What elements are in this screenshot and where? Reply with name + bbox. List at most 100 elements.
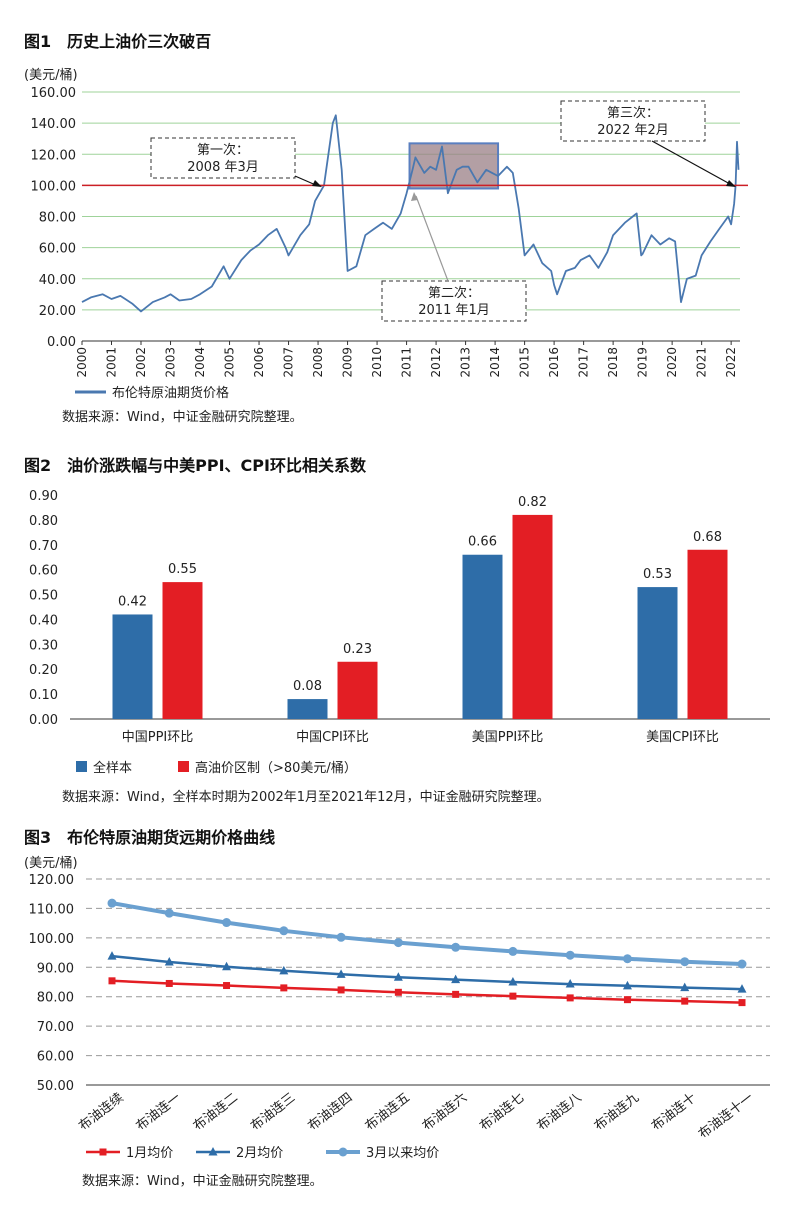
bar [162, 582, 203, 719]
bar [337, 661, 378, 719]
data-point [566, 994, 574, 1002]
annotation-arrowhead [726, 180, 736, 187]
data-point [107, 898, 117, 908]
y-tick-label: 140.00 [31, 117, 77, 132]
data-point [451, 942, 461, 952]
legend-label: 2月均价 [236, 1146, 283, 1161]
chart-3: 50.00 60.00 70.00 80.00 90.00 100.00 110.00 120… [29, 873, 770, 1161]
data-point [107, 951, 117, 960]
x-tick-label: 2016 [547, 347, 561, 378]
x-tick-label: 2012 [429, 347, 443, 378]
x-tick-label: 2008 [311, 347, 325, 378]
annotation-label: 第二次： [428, 285, 480, 301]
y-tick-label: 80.00 [37, 991, 74, 1006]
y-tick-label: 90.00 [37, 961, 74, 976]
bar [637, 587, 678, 719]
series-line [111, 954, 743, 991]
x-tick-label: 2007 [282, 347, 296, 378]
x-tick-label: 2011 [400, 347, 414, 378]
data-point [336, 969, 346, 978]
legend-marker [99, 1148, 107, 1156]
bar [687, 549, 728, 719]
category-label: 布油连八 [534, 1090, 585, 1135]
x-tick-label: 2020 [665, 347, 679, 378]
data-point [622, 980, 632, 990]
data-point [452, 990, 460, 998]
annotation-label: 第一次： [197, 142, 249, 158]
y-tick-label: 60.00 [37, 1050, 74, 1065]
legend-label: 全样本 [93, 760, 132, 776]
data-point [737, 959, 747, 969]
category-label: 美国CPI环比 [646, 730, 719, 745]
category-label: 布油连九 [591, 1090, 642, 1135]
figure-1-unit: (美元/桶) [24, 68, 78, 83]
x-tick-label: 2001 [105, 347, 119, 378]
figure-3-title: 图3 布伦特原油期货远期价格曲线 [24, 828, 276, 847]
x-tick-label: 2015 [518, 347, 532, 378]
x-tick-label: 2022 [724, 347, 738, 378]
y-tick-label: 70.00 [37, 1020, 74, 1035]
category-label: 布油连续 [76, 1090, 127, 1135]
data-point [394, 988, 402, 996]
annotation-date: 2008 年3月 [187, 160, 259, 175]
y-tick-label: 0.70 [29, 539, 58, 554]
bar [512, 514, 553, 719]
category-label: 中国CPI环比 [296, 730, 369, 745]
data-point [681, 997, 689, 1005]
data-label: 0.68 [693, 530, 722, 545]
y-tick-label: 0.10 [29, 688, 58, 703]
annotation-arrow [651, 140, 731, 185]
data-label: 0.08 [293, 679, 322, 694]
chart-2: 0.00 0.10 0.20 0.30 0.40 0.50 0.60 0.70 0.80 0.90… [29, 489, 770, 776]
y-tick-label: 120.00 [31, 148, 77, 163]
legend-swatch [76, 761, 87, 772]
annotation-arrowhead [312, 180, 322, 187]
y-tick-label: 40.00 [39, 273, 76, 288]
annotation-arrowhead [411, 192, 418, 201]
annotation-box [150, 137, 296, 179]
y-tick-label: 80.00 [39, 211, 76, 226]
data-point [393, 938, 403, 948]
annotation-box [560, 100, 706, 142]
data-point [565, 950, 575, 960]
category-label: 布油连一 [133, 1090, 184, 1135]
x-tick-label: 2019 [636, 347, 650, 378]
data-point [622, 954, 632, 964]
y-tick-label: 110.00 [29, 902, 75, 917]
figure-2: 图2 油价涨跌幅与中美PPI、CPI环比相关系数 0.00 0.10 0.20 0.3… [0, 430, 800, 820]
data-label: 0.66 [468, 535, 497, 550]
legend-marker [338, 1147, 348, 1157]
data-point [393, 972, 403, 981]
chart-1: 0.00 20.00 40.00 60.00 80.00 100.00 120.00 140.… [31, 86, 748, 400]
data-point [336, 932, 346, 942]
data-point [680, 957, 690, 967]
y-tick-label: 0.90 [29, 489, 58, 504]
x-tick-label: 2013 [459, 347, 473, 378]
figure-3-unit: (美元/桶) [24, 856, 78, 871]
y-tick-label: 0.20 [29, 663, 58, 678]
y-tick-label: 160.00 [31, 86, 77, 101]
y-tick-label: 0.80 [29, 514, 58, 529]
legend-label: 3月以来均价 [366, 1146, 439, 1161]
x-tick-label: 2005 [223, 347, 237, 378]
annotation-arrow [415, 195, 449, 282]
y-tick-label: 0.00 [47, 335, 76, 350]
annotation-date: 2011 年1月 [418, 303, 490, 318]
category-label: 布油连七 [477, 1090, 528, 1135]
x-tick-label: 2017 [577, 347, 591, 378]
legend-marker [208, 1147, 218, 1156]
data-point [565, 979, 575, 988]
annotation-date: 2022 年2月 [597, 123, 669, 138]
data-point [337, 986, 345, 994]
data-point [222, 961, 232, 971]
data-point [164, 908, 174, 918]
x-tick-label: 2006 [252, 347, 266, 378]
legend-swatch [178, 761, 189, 772]
bar [462, 554, 503, 719]
category-label: 布油连三 [247, 1090, 298, 1135]
data-label: 0.82 [518, 495, 547, 510]
series-line [111, 901, 743, 966]
y-tick-label: 0.30 [29, 638, 58, 653]
data-point [164, 956, 174, 966]
category-label: 布油连十 [648, 1090, 699, 1135]
